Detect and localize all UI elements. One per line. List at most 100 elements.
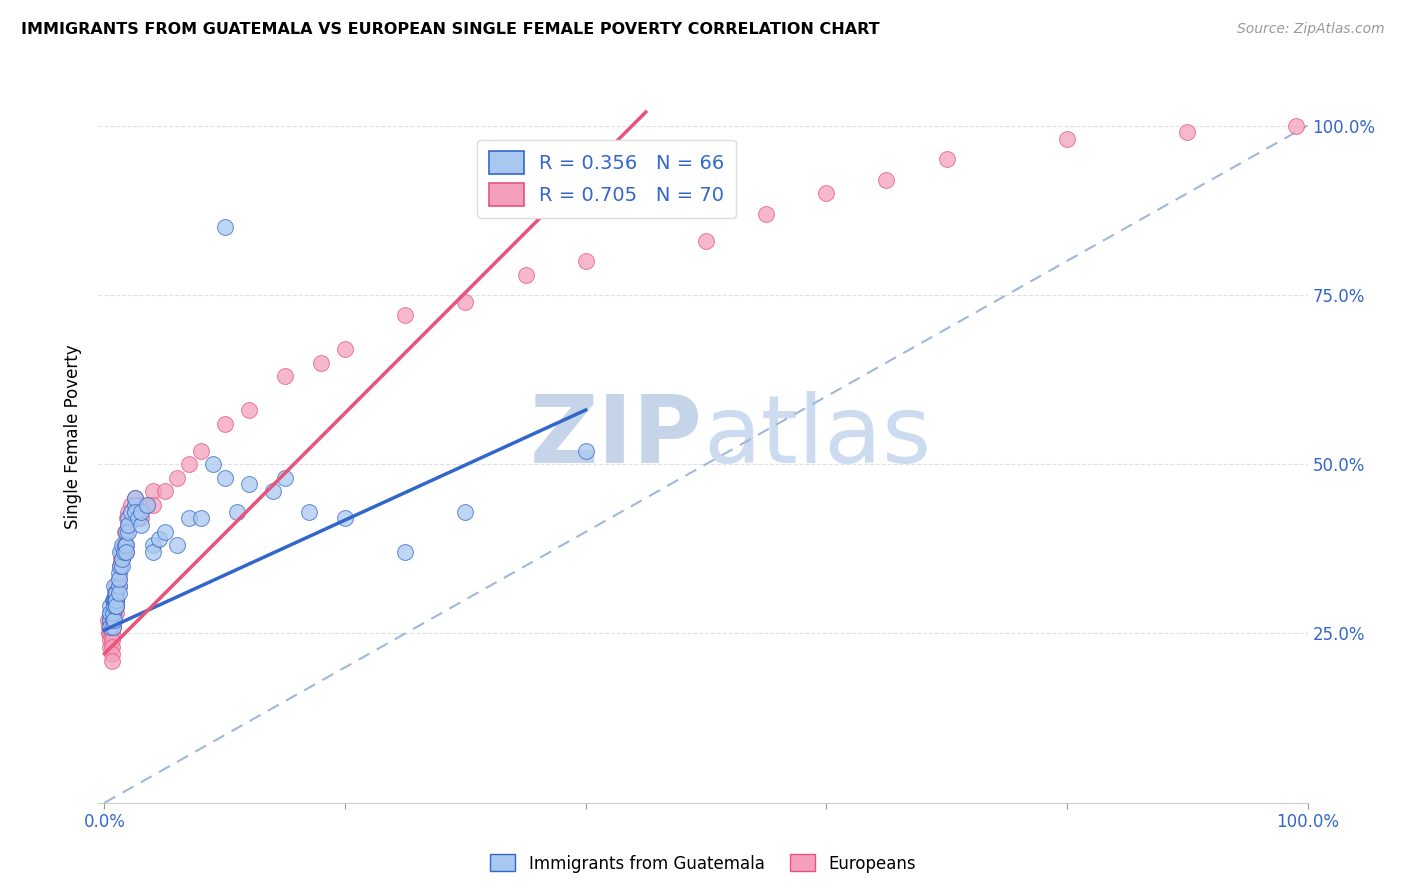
Point	[333, 511, 356, 525]
Point	[98, 620, 121, 634]
Point	[142, 484, 165, 499]
Point	[129, 505, 152, 519]
Point	[104, 592, 127, 607]
Point	[274, 471, 297, 485]
Point	[575, 254, 598, 268]
Point	[105, 599, 128, 614]
Point	[394, 545, 416, 559]
Point	[935, 153, 957, 167]
Point	[153, 484, 176, 499]
Point	[454, 505, 477, 519]
Point	[238, 403, 260, 417]
Point	[104, 592, 127, 607]
Point	[148, 532, 170, 546]
Point	[105, 599, 128, 614]
Point	[120, 505, 142, 519]
Point	[100, 626, 122, 640]
Point	[117, 518, 139, 533]
Point	[124, 498, 146, 512]
Point	[103, 592, 125, 607]
Point	[108, 579, 131, 593]
Point	[115, 538, 138, 552]
Point	[103, 599, 125, 614]
Point	[875, 172, 897, 186]
Point	[129, 518, 152, 533]
Y-axis label: Single Female Poverty: Single Female Poverty	[65, 345, 83, 529]
Point	[135, 498, 157, 512]
Point	[115, 545, 138, 559]
Point	[103, 592, 125, 607]
Point	[100, 606, 122, 620]
Point	[114, 524, 136, 539]
Point	[100, 620, 122, 634]
Point	[111, 552, 134, 566]
Point	[1056, 132, 1078, 146]
Point	[105, 592, 128, 607]
Point	[105, 592, 128, 607]
Point	[100, 613, 122, 627]
Point	[1175, 125, 1198, 139]
Point	[166, 471, 188, 485]
Point	[110, 552, 132, 566]
Point	[105, 592, 128, 607]
Point	[153, 524, 176, 539]
Point	[105, 606, 128, 620]
Point	[103, 613, 125, 627]
Point	[100, 626, 122, 640]
Point	[394, 308, 416, 322]
Point	[142, 545, 165, 559]
Legend: Immigrants from Guatemala, Europeans: Immigrants from Guatemala, Europeans	[484, 847, 922, 880]
Point	[100, 647, 122, 661]
Point	[111, 558, 134, 573]
Point	[177, 511, 200, 525]
Point	[115, 524, 138, 539]
Point	[115, 545, 138, 559]
Point	[108, 558, 131, 573]
Point	[142, 538, 165, 552]
Point	[454, 294, 477, 309]
Point	[142, 498, 165, 512]
Point	[101, 613, 124, 627]
Point	[333, 342, 356, 356]
Point	[127, 511, 149, 525]
Point	[108, 558, 131, 573]
Point	[103, 592, 125, 607]
Point	[129, 505, 152, 519]
Point	[117, 505, 139, 519]
Point	[298, 505, 321, 519]
Point	[101, 606, 124, 620]
Point	[166, 538, 188, 552]
Point	[201, 457, 224, 471]
Point	[108, 586, 131, 600]
Point	[103, 599, 125, 614]
Point	[100, 606, 122, 620]
Point	[120, 498, 142, 512]
Point	[1284, 119, 1306, 133]
Point	[214, 417, 236, 431]
Point	[97, 613, 120, 627]
Text: IMMIGRANTS FROM GUATEMALA VS EUROPEAN SINGLE FEMALE POVERTY CORRELATION CHART: IMMIGRANTS FROM GUATEMALA VS EUROPEAN SI…	[21, 22, 880, 37]
Point	[115, 538, 138, 552]
Point	[104, 599, 127, 614]
Point	[190, 443, 212, 458]
Point	[214, 220, 236, 235]
Point	[117, 524, 139, 539]
Point	[100, 633, 122, 648]
Text: ZIP: ZIP	[530, 391, 703, 483]
Point	[129, 511, 152, 525]
Point	[515, 268, 537, 282]
Point	[112, 538, 135, 552]
Point	[108, 572, 131, 586]
Text: Source: ZipAtlas.com: Source: ZipAtlas.com	[1237, 22, 1385, 37]
Point	[815, 186, 838, 201]
Point	[100, 640, 122, 654]
Point	[105, 599, 128, 614]
Point	[214, 471, 236, 485]
Point	[309, 355, 332, 369]
Point	[101, 620, 124, 634]
Point	[117, 511, 139, 525]
Point	[108, 566, 131, 580]
Point	[105, 586, 128, 600]
Point	[105, 579, 128, 593]
Text: atlas: atlas	[703, 391, 931, 483]
